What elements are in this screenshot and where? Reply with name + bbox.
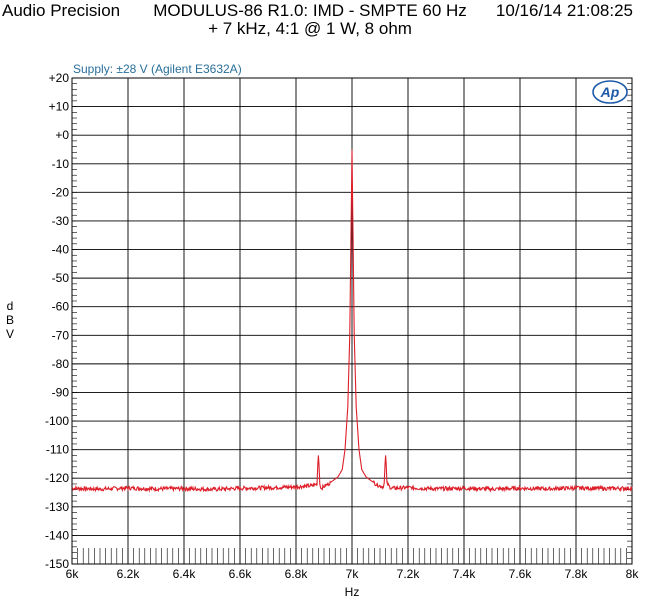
y-tick-label: -40	[52, 243, 70, 257]
x-tick-label: 6.8k	[285, 567, 309, 581]
app-name: Audio Precision	[2, 1, 121, 20]
y-axis-title: d B V	[6, 299, 14, 341]
logo-text: Ap	[600, 84, 620, 100]
x-tick-label: 7.4k	[453, 567, 477, 581]
chart-title: MODULUS-86 R1.0: IMD - SMPTE 60 Hz + 7 k…	[153, 1, 467, 38]
y-tick-label: -20	[52, 185, 70, 199]
x-axis-ticks: 6k 6.2k 6.4k 6.6k 6.8k 7k 7.2k 7.4k 7.6k 7.8k 8k	[66, 567, 640, 581]
y-tick-label: -50	[52, 271, 70, 285]
timestamp: 10/16/14 21:08:25	[495, 1, 633, 20]
y-title-b: B	[6, 313, 14, 327]
grid-lines	[72, 78, 632, 564]
x-tick-label: 7k	[346, 567, 360, 581]
ap-logo: Ap	[592, 80, 628, 104]
y-tick-label: -30	[52, 214, 70, 228]
y-tick-label: -100	[45, 414, 69, 428]
logo-ellipse	[592, 80, 628, 104]
x-axis-title: Hz	[345, 585, 360, 599]
plot-frame	[71, 77, 633, 565]
spectrum-trace	[71, 149, 633, 493]
x-tick-label: 7.2k	[397, 567, 421, 581]
y-tick-label: -10	[52, 157, 70, 171]
y-tick-label: -110	[46, 443, 69, 457]
x-tick-label: 6.4k	[173, 567, 197, 581]
x-tick-label: 6.2k	[117, 567, 141, 581]
y-tick-label: +10	[49, 100, 70, 114]
x-tick-label: 8k	[626, 567, 640, 581]
supply-annotation: Supply: ±28 V (Agilent E3632A)	[73, 62, 242, 76]
y-tick-label: -60	[52, 300, 70, 314]
y-tick-label: -120	[45, 471, 69, 485]
y-tick-label: -80	[52, 357, 70, 371]
y-tick-label: -140	[45, 528, 69, 542]
x-tick-label: 7.8k	[565, 567, 589, 581]
x-tick-label: 7.6k	[509, 567, 533, 581]
y-tick-label: -70	[52, 328, 70, 342]
x-tick-label: 6k	[66, 567, 80, 581]
y-tick-label: -150	[45, 557, 69, 571]
y-tick-label: -90	[52, 385, 70, 399]
y-tick-label: +20	[49, 71, 70, 85]
y-title-v: V	[6, 327, 14, 341]
x-tick-label: 6.6k	[229, 567, 253, 581]
y-tick-label: -130	[45, 500, 69, 514]
y-title-d: d	[7, 299, 14, 313]
y-tick-label: +0	[55, 128, 69, 142]
y-axis-ticks: +20 +10 +0 -10 -20 -30 -40 -50 -60 -70 -80 -90 -100 -…	[45, 71, 69, 571]
